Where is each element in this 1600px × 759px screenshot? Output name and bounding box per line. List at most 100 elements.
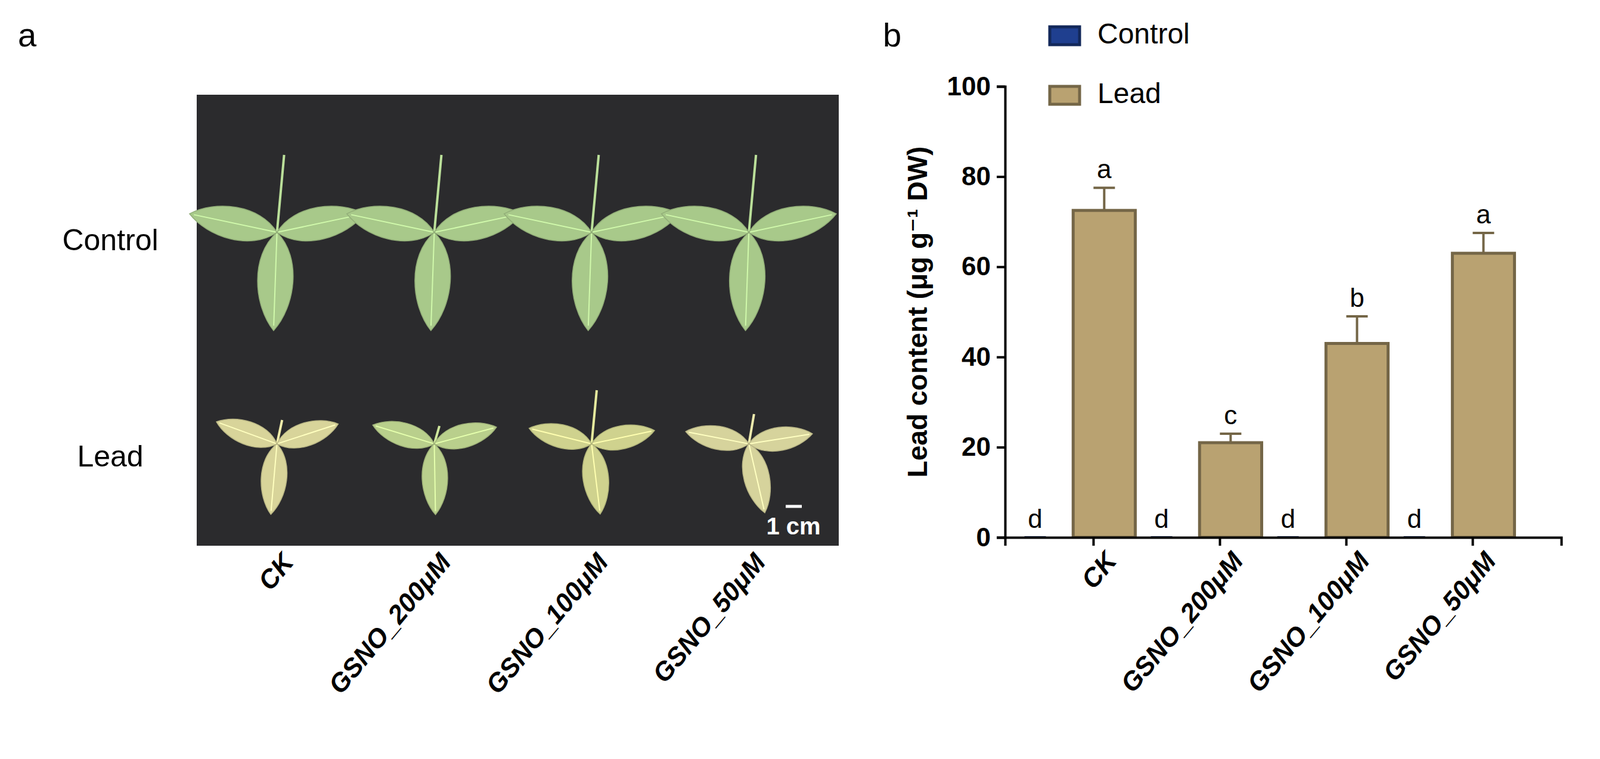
leaflet-midrib [435,428,493,444]
y-tick-label: 80 [961,161,991,191]
leaflet-midrib [689,432,749,444]
leaflet-midrib [745,233,749,327]
leaflet [588,419,657,456]
plot-texts: ddddacba [1027,154,1491,534]
error-bar-cap [1219,432,1242,436]
y-tick: 80 [961,161,1006,191]
panel-letter: a [17,16,37,54]
leaf [500,154,683,332]
bar [1325,343,1388,538]
bar [1073,210,1136,538]
x-tick-mark [1471,537,1475,547]
leaflet [745,197,840,248]
leaf [369,414,500,516]
x-tick-mark [1092,537,1095,547]
scale-bar-label: 1 cm [766,513,821,540]
y-tick-mark [996,356,1006,359]
leaflet-midrib [508,214,591,232]
leaflet [273,413,343,455]
y-tick-mark [996,175,1006,179]
leaflet-midrib [749,445,765,510]
column-label: GSNO_100μM [479,547,615,700]
leaflet-blade [683,420,751,456]
significance-letter: b [1349,283,1364,313]
significance-letter: a [1096,154,1112,184]
error-bar-cap [1472,231,1494,235]
leaflet-midrib [193,214,276,232]
error-bar [1093,187,1115,211]
leaflet-blade [185,197,281,248]
leaflet-blade [430,197,526,248]
panel-b: bddddacba020406080100Lead content (μg g⁻… [882,16,1562,699]
y-tick-mark [996,537,1006,540]
y-tick: 0 [976,522,1006,553]
leaflet [255,231,295,332]
leaflet-midrib [665,214,748,232]
leaf [658,154,840,332]
legend-label: Lead [1097,77,1162,110]
y-tick-label: 60 [961,251,991,281]
leaflet-blade [343,197,438,248]
leaf [212,411,342,516]
petiole [748,154,756,233]
leaflet-blade [588,419,657,456]
y-tick-label: 100 [947,71,991,101]
legend: ControlLead [1049,17,1190,110]
x-tick-label: GSNO_50μM [1377,546,1502,687]
y-axis-title: Lead content (μg g⁻¹ DW) [901,146,933,479]
leaflet [343,197,438,248]
x-tick: CK [1075,537,1124,595]
leaflet [658,197,753,248]
error-bar [1219,433,1242,443]
y-tick-label: 20 [961,432,991,462]
leaflet-blade [258,442,290,516]
row-label: Control [61,223,158,257]
y-tick: 60 [961,251,1006,281]
leaflet [258,442,290,516]
significance-letter: a [1476,199,1491,229]
photo-background [196,94,839,547]
leaflet-blade [413,231,452,332]
error-bar [1472,233,1494,254]
panel-a: aControlLead1 cmCKGSNO_200μMGSNO_100μMGS… [17,16,840,700]
significance-letter: c [1223,400,1237,430]
x-tick: GSNO_200μM [1114,537,1249,699]
leaflet-midrib [375,426,433,444]
petiole [591,154,599,233]
bar [1452,253,1515,538]
leaflet-blade [500,197,595,248]
figure: aControlLead1 cmCKGSNO_200μMGSNO_100μMGS… [0,0,1600,759]
significance-letter: d [1154,504,1169,534]
y-tick-mark [996,446,1006,449]
scale-bar [785,505,802,509]
significance-letter: d [1280,504,1295,534]
column-label: GSNO_50μM [646,547,771,688]
leaflet [570,231,610,332]
error-bar-cap [1346,315,1368,318]
y-tick: 40 [961,342,1006,372]
leaflet [683,420,751,456]
leaflet-blade [588,197,683,248]
error-bar-stem [1229,433,1232,443]
x-tick-label: CK [1075,544,1124,595]
petiole [591,390,597,445]
leaflet-midrib [430,233,434,327]
leaflet-blade [727,231,767,332]
x-tick-label: GSNO_100μM [1241,546,1376,699]
error-bar-stem [1355,316,1358,344]
leaflet-blade [273,197,368,248]
error-bar-stem [1102,187,1106,211]
x-tick-mark [1345,537,1348,547]
x-tick: GSNO_50μM [1377,537,1502,687]
leaflet-midrib [532,429,591,444]
y-tick: 100 [947,71,1006,101]
y-tick-mark [996,85,1006,89]
x-tick: GSNO_100μM [1241,537,1376,699]
leaflet [369,414,439,456]
leaflet [588,197,683,248]
leaflet-blade [255,231,295,332]
leaflet-blade [273,413,343,455]
leaflet-blade [745,197,840,248]
plot-marks [1024,187,1515,538]
leaflet-blade [212,411,281,456]
